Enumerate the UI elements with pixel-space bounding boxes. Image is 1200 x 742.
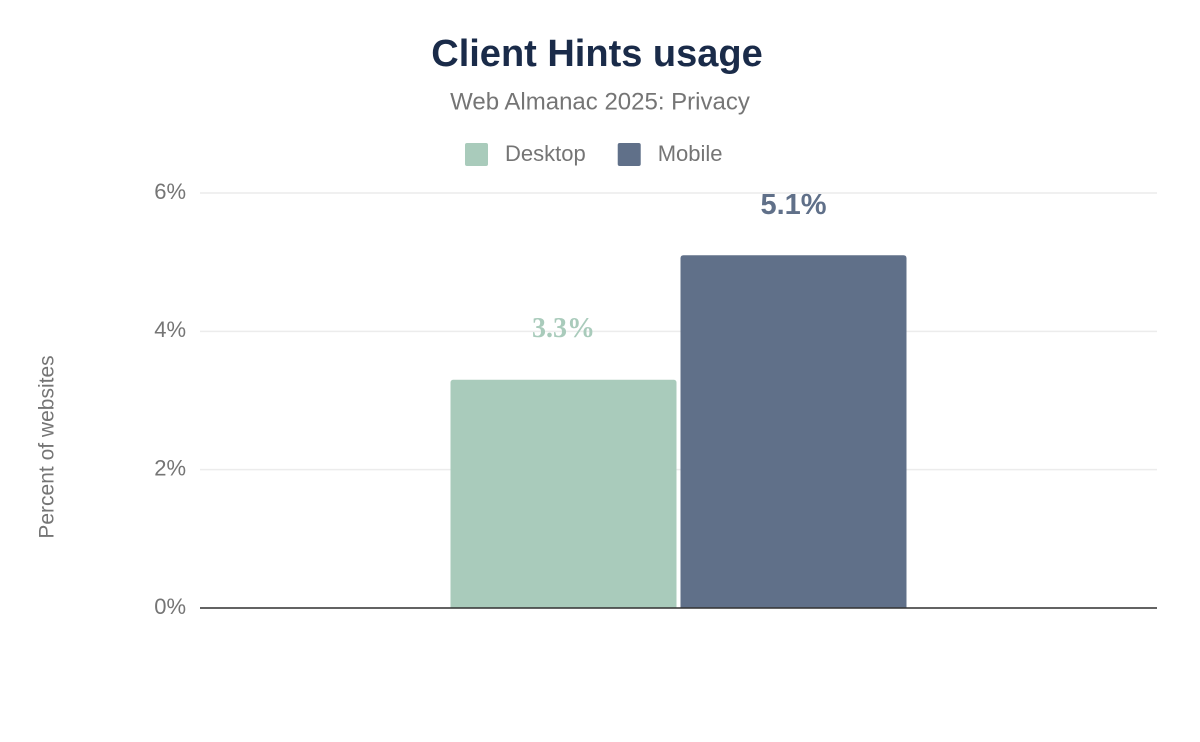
legend-swatch — [617, 143, 641, 166]
data-label: 3.3% — [532, 313, 595, 344]
y-tick-label: 0% — [154, 594, 186, 619]
y-tick-label: 4% — [154, 317, 186, 342]
y-tick-label: 6% — [154, 179, 186, 204]
y-tick-label: 2% — [154, 455, 186, 480]
bar — [680, 255, 907, 608]
legend-swatch — [465, 143, 488, 166]
y-axis-label: Percent of websites — [36, 355, 59, 538]
bar — [450, 379, 677, 608]
legend-label: Desktop — [505, 141, 586, 166]
legend-label: Mobile — [658, 141, 723, 166]
chart-subtitle: Web Almanac 2025: Privacy — [450, 88, 750, 115]
chart-title: Client Hints usage — [431, 33, 763, 75]
data-label: 5.1% — [760, 189, 826, 221]
